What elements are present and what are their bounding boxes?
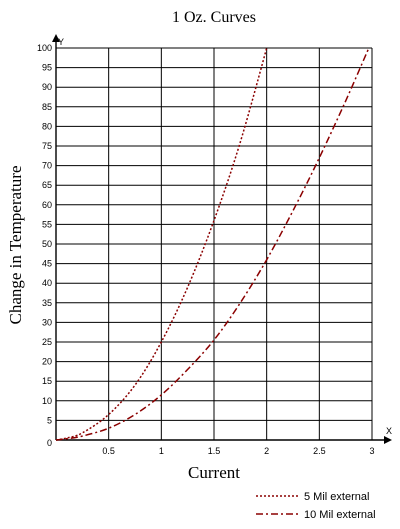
chart-title: 1 Oz. Curves [172, 9, 256, 26]
y-tick-label-13: 70 [42, 161, 52, 171]
y-tick-label-16: 85 [42, 102, 52, 112]
y-axis-arrow [52, 34, 60, 42]
y-tick-label-19: 100 [37, 43, 52, 53]
x-tick-label-0: 0.5 [102, 446, 115, 456]
y-axis-label: Change in Temperature [6, 166, 25, 325]
y-tick-label-14: 75 [42, 141, 52, 151]
x-tick-label-3: 2 [264, 446, 269, 456]
y-tick-label-4: 25 [42, 337, 52, 347]
y-tick-labels: 5 10 15 20 25 30 35 40 45 50 55 60 65 70 75 80 85 90 95 100 [37, 43, 52, 425]
legend-label-5-mil: 5 Mil external [304, 491, 369, 503]
y-tick-label-11: 60 [42, 200, 52, 210]
y-tick-label-9: 50 [42, 239, 52, 249]
x-tick-label-2: 1.5 [208, 446, 221, 456]
y-tick-label-8: 45 [42, 259, 52, 269]
axes [52, 34, 392, 444]
y-tick-label-15: 80 [42, 121, 52, 131]
x-tick-label-1: 1 [159, 446, 164, 456]
y-tick-label-18: 95 [42, 63, 52, 73]
x-axis-marker: X [386, 426, 392, 436]
series-line-0 [55, 47, 268, 441]
y-tick-label-10: 55 [42, 219, 52, 229]
x-tick-label-4: 2.5 [313, 446, 326, 456]
y-tick-label-5: 30 [42, 317, 52, 327]
y-tick-label-2: 15 [42, 376, 52, 386]
x-tick-label-5: 3 [369, 446, 374, 456]
y-tick-label-0: 5 [47, 415, 52, 425]
y-tick-label-12: 65 [42, 180, 52, 190]
y-tick-label-17: 90 [42, 82, 52, 92]
y-tick-label-1: 10 [42, 396, 52, 406]
plot-lines [55, 47, 370, 441]
x-tick-labels: 0.5 1 1.5 2 2.5 3 [102, 446, 374, 456]
y-tick-label-7: 40 [42, 278, 52, 288]
y-axis-marker: Y [58, 37, 64, 47]
grid [56, 47, 373, 440]
legend: 5 Mil external 10 Mil external [256, 491, 376, 521]
y-tick-label-3: 20 [42, 357, 52, 367]
x-axis-label: Current [188, 463, 240, 482]
origin-label: 0 [47, 438, 52, 448]
y-tick-label-6: 35 [42, 298, 52, 308]
legend-label-10-mil: 10 Mil external [304, 509, 376, 521]
x-axis-arrow [384, 436, 392, 444]
